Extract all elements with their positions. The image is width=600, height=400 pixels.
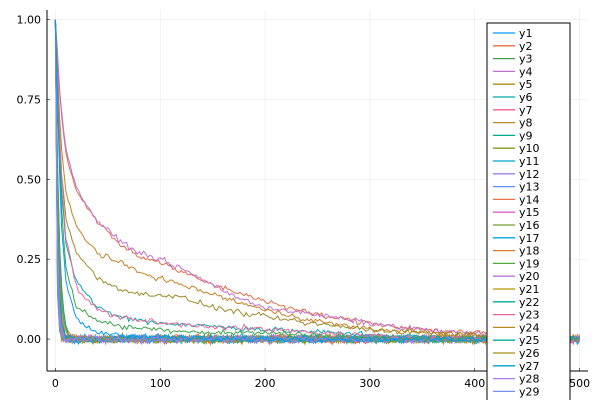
legend-entry-label: y16	[519, 219, 540, 232]
legend-entry-label: y23	[519, 309, 540, 322]
legend-entry-label: y8	[519, 117, 533, 130]
legend-entry-label: y12	[519, 168, 540, 181]
legend-entry-label: y1	[519, 27, 533, 40]
legend-entry-label: y28	[519, 373, 540, 386]
legend-entry-label: y26	[519, 347, 540, 360]
legend-entry-label: y13	[519, 181, 540, 194]
legend-entry-label: y18	[519, 245, 540, 258]
y-tick-label: 0.00	[17, 333, 42, 346]
axes: 0 100 200 300 400 500 0.00 0.25 0.50 0.75 1.00	[17, 10, 590, 390]
legend-entry-label: y22	[519, 296, 540, 309]
legend-entry-label: y21	[519, 283, 540, 296]
legend-entry-label: y29	[519, 385, 540, 398]
x-tick-label: 400	[464, 377, 485, 390]
legend-entry-label: y2	[519, 40, 533, 53]
x-tick-label: 300	[359, 377, 380, 390]
x-tick-label: 0	[52, 377, 59, 390]
legend-entry-label: y3	[519, 53, 533, 66]
legend-entry-label: y20	[519, 270, 540, 283]
legend-entry-label: y25	[519, 334, 540, 347]
y-tick-label: 0.50	[17, 173, 42, 186]
y-tick-label: 0.25	[17, 253, 42, 266]
legend-entry-label: y11	[519, 155, 540, 168]
legend: y1y2y3y4y5y6y7y8y9y10y11y12y13y14y15y16y…	[486, 22, 571, 400]
legend-box	[486, 22, 571, 400]
legend-entry-label: y24	[519, 321, 540, 334]
x-tick-label: 500	[569, 377, 590, 390]
legend-entry-label: y15	[519, 206, 540, 219]
legend-entry-label: y27	[519, 360, 540, 373]
x-tick-label: 100	[150, 377, 171, 390]
legend-entry-label: y9	[519, 129, 533, 142]
legend-entry-label: y5	[519, 78, 533, 91]
legend-entry-label: y6	[519, 91, 533, 104]
y-tick-label: 1.00	[17, 14, 42, 27]
legend-entry-label: y4	[519, 65, 533, 78]
legend-entry-label: y19	[519, 257, 540, 270]
y-tick-label: 0.75	[17, 93, 42, 106]
legend-entry-label: y10	[519, 142, 540, 155]
x-tick-label: 200	[255, 377, 276, 390]
legend-entry-label: y14	[519, 193, 540, 206]
legend-entry-label: y17	[519, 232, 540, 245]
legend-entry-label: y7	[519, 104, 533, 117]
